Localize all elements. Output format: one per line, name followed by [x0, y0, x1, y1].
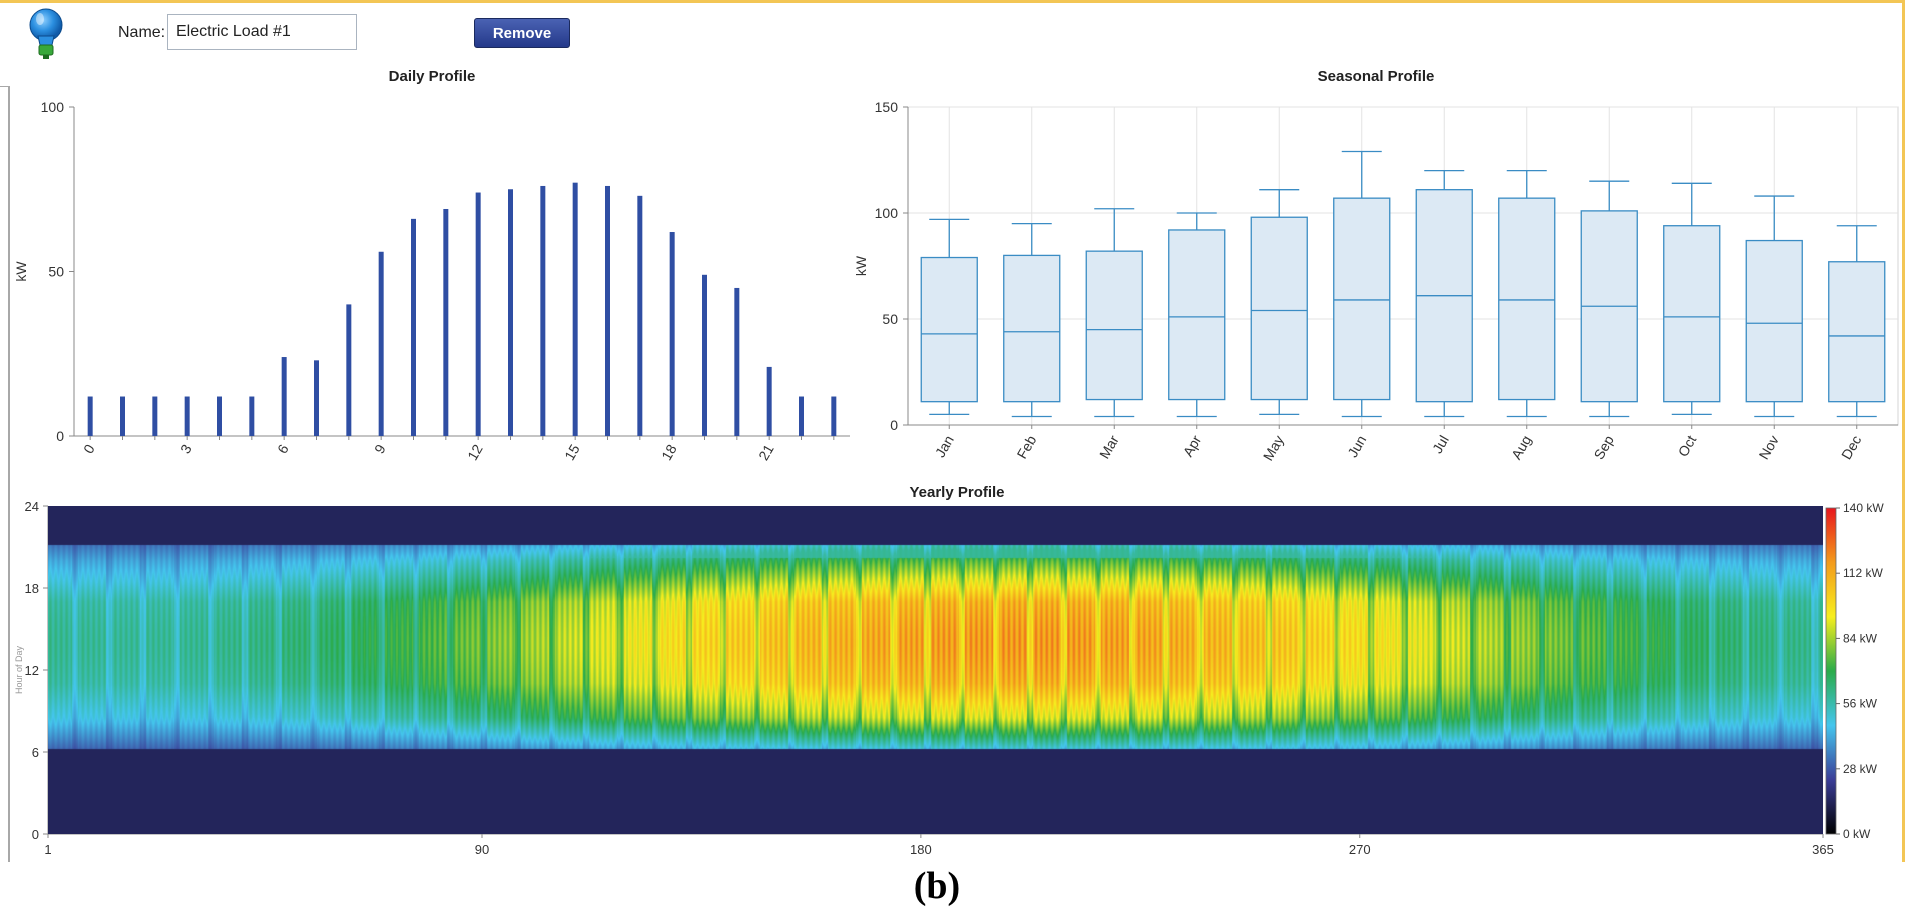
colorbar-label: 84 kW [1843, 631, 1878, 645]
seasonal-x-tick-label-jul: Jul [1429, 433, 1452, 457]
yearly-y-tick-label: 0 [32, 827, 39, 842]
daily-bar-hour-17 [637, 195, 643, 436]
colorbar [1825, 507, 1837, 835]
daily-bar-hour-1 [120, 396, 125, 436]
seasonal-x-tick-label-oct: Oct [1675, 432, 1700, 459]
yearly-y-tick-label: 24 [25, 499, 39, 514]
daily-bar-hour-0 [87, 396, 93, 436]
daily-x-tick-label: 18 [658, 441, 680, 463]
box-oct [1663, 225, 1721, 403]
daily-x-tick-label: 3 [177, 441, 195, 456]
colorbar-label: 0 kW [1843, 827, 1871, 841]
daily-bar-hour-5 [249, 396, 255, 436]
box-mar [1085, 250, 1143, 401]
box-jun [1333, 197, 1391, 401]
yearly-y-tick-label: 18 [25, 581, 39, 596]
box-aug [1498, 197, 1556, 401]
daily-bar-hour-12 [475, 192, 481, 436]
daily-y-tick-label: 50 [48, 264, 64, 280]
name-label: Name: [118, 24, 166, 41]
seasonal-x-tick-label-may: May [1260, 433, 1287, 464]
colorbar-label: 140 kW [1843, 501, 1884, 515]
daily-bar-hour-6 [281, 357, 287, 436]
box-nov [1745, 239, 1803, 403]
seasonal-x-tick-label-aug: Aug [1508, 433, 1534, 463]
daily-bar-hour-22 [799, 396, 804, 436]
seasonal-x-tick-label-apr: Apr [1180, 432, 1205, 459]
daily-bar-hour-9 [378, 251, 384, 436]
yearly-x-tick-label: 90 [475, 842, 489, 857]
seasonal-x-tick-label-dec: Dec [1838, 433, 1864, 463]
yearly-x-tick-label: 1 [44, 842, 51, 857]
seasonal-x-tick-label-sep: Sep [1591, 432, 1617, 462]
seasonal-x-tick-label-jun: Jun [1344, 433, 1369, 461]
daily-bar-hour-8 [346, 304, 352, 436]
lightbulb-icon [29, 8, 63, 59]
daily-bar-hour-14 [540, 185, 546, 436]
daily-x-tick-label: 12 [464, 441, 486, 463]
daily-bar-hour-21 [766, 366, 772, 436]
daily-bar-hour-2 [152, 396, 158, 436]
seasonal-y-tick-label: 0 [890, 417, 898, 433]
panel-left-border [8, 86, 10, 862]
daily-bar-hour-15 [572, 182, 578, 436]
panel-top-border [0, 0, 1905, 3]
colorbar-label: 56 kW [1843, 697, 1878, 711]
yearly-x-tick-label: 270 [1349, 842, 1371, 857]
daily-x-tick-label: 6 [274, 441, 292, 456]
box-dec [1828, 261, 1886, 403]
seasonal-x-tick-label-jan: Jan [932, 433, 957, 461]
yearly-y-axis-label: Hour of Day [14, 645, 24, 694]
yearly-x-tick-label: 365 [1812, 842, 1834, 857]
seasonal-y-tick-label: 50 [882, 311, 898, 327]
seasonal-profile-title: Seasonal Profile [1317, 68, 1435, 85]
box-jan [920, 256, 978, 403]
yearly-x-tick-label: 180 [910, 842, 932, 857]
remove-button[interactable]: Remove [474, 18, 570, 48]
daily-bar-hour-4 [217, 396, 222, 436]
daily-y-axis-label: kW [13, 261, 29, 282]
daily-y-tick-label: 0 [56, 428, 64, 444]
seasonal-x-tick-label-nov: Nov [1756, 433, 1782, 463]
yearly-profile-heatmap [48, 506, 1823, 834]
daily-bar-hour-3 [184, 396, 190, 436]
daily-profile-chart: 0 50 100 kW 0 3 6 9 12 15 18 21 [13, 99, 850, 463]
daily-bar-hour-18 [669, 232, 675, 436]
daily-bar-hour-23 [831, 396, 837, 436]
seasonal-profile-chart: 0 50 100 150 kW Jan Feb Mar Apr May Jun Jul Aug Sep Oc… [853, 99, 1899, 464]
seasonal-y-tick-label: 100 [875, 205, 899, 221]
yearly-profile-axes: 0 6 12 18 24 1 90 180 270 365 Hour of Day 0 kW 28 kW… [14, 499, 1884, 857]
box-apr [1168, 229, 1226, 401]
name-input[interactable] [167, 14, 357, 50]
daily-x-tick-label: 15 [561, 441, 583, 463]
colorbar-label: 112 kW [1843, 566, 1883, 580]
seasonal-x-tick-label-mar: Mar [1096, 432, 1122, 461]
box-feb [1003, 254, 1061, 403]
figure-caption: (b) [913, 865, 961, 907]
yearly-profile-title: Yearly Profile [909, 484, 1005, 501]
daily-bar-hour-11 [443, 208, 449, 436]
daily-bar-hour-13 [508, 189, 513, 436]
panel-left-tick [0, 86, 10, 87]
daily-profile-title: Daily Profile [388, 68, 476, 85]
panel-right-border [1902, 0, 1905, 862]
daily-x-tick-label: 0 [80, 441, 98, 456]
daily-bar-hour-20 [734, 287, 740, 436]
seasonal-y-axis-label: kW [853, 255, 869, 276]
yearly-y-tick-label: 6 [32, 745, 39, 760]
daily-bar-hour-10 [411, 218, 416, 436]
seasonal-x-tick-label-feb: Feb [1013, 432, 1039, 461]
yearly-y-tick-label: 12 [25, 663, 39, 678]
seasonal-y-tick-label: 150 [875, 99, 899, 115]
daily-bar-hour-7 [314, 360, 319, 436]
daily-bar-hour-16 [605, 185, 610, 436]
daily-bar-hour-19 [702, 274, 707, 436]
daily-x-tick-label: 9 [371, 441, 389, 456]
daily-x-tick-label: 21 [755, 441, 777, 463]
colorbar-label: 28 kW [1843, 762, 1878, 776]
box-may [1250, 216, 1308, 401]
daily-y-tick-label: 100 [41, 99, 65, 115]
